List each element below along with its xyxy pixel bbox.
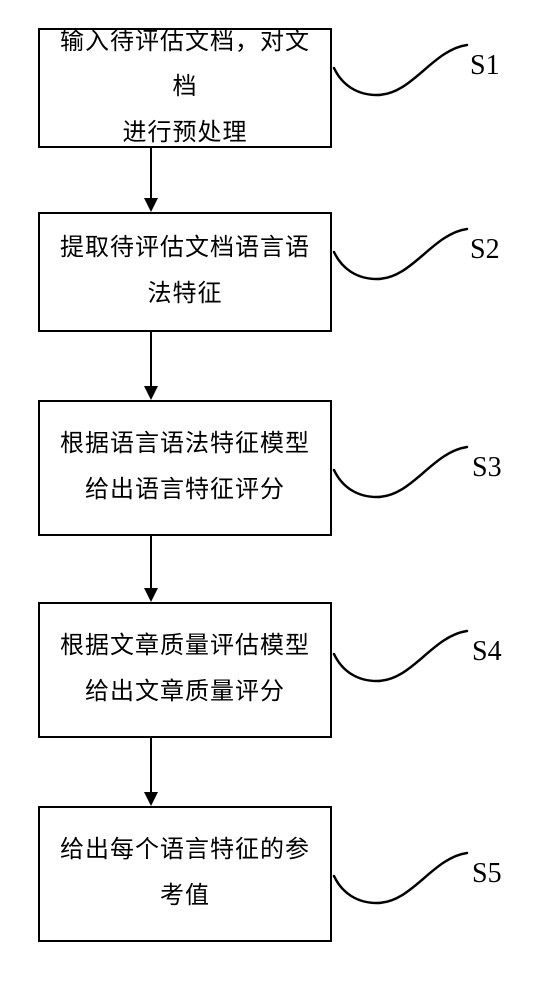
flow-box-s5: 给出每个语言特征的参考值	[38, 806, 332, 942]
arrow-head-s3-s4	[144, 588, 158, 602]
callout-curve-s5	[332, 848, 472, 918]
flow-text-line2-s3: 给出语言特征评分	[60, 468, 310, 514]
flow-text-line1-s1: 输入待评估文档，对文档	[54, 20, 316, 111]
step-label-s1: S1	[470, 50, 500, 82]
callout-curve-s4	[332, 626, 472, 696]
arrow-head-s1-s2	[144, 198, 158, 212]
callout-curve-s3	[332, 442, 472, 512]
step-label-s5: S5	[472, 858, 502, 890]
arrow-head-s4-s5	[144, 792, 158, 806]
flow-box-s1: 输入待评估文档，对文档进行预处理	[38, 28, 332, 148]
callout-curve-s2	[332, 224, 472, 294]
flow-text-line2-s4: 给出文章质量评分	[60, 670, 310, 716]
arrow-head-s2-s3	[144, 386, 158, 400]
flow-box-s2: 提取待评估文档语言语法特征	[38, 212, 332, 332]
flow-box-s4: 根据文章质量评估模型给出文章质量评分	[38, 602, 332, 738]
step-label-s4: S4	[472, 636, 502, 668]
flow-text-line2-s5: 考值	[60, 874, 310, 920]
flow-text-s1: 输入待评估文档，对文档进行预处理	[54, 20, 316, 157]
callout-curve-s1	[332, 40, 472, 110]
flow-text-line1-s2: 提取待评估文档语言语	[60, 226, 310, 272]
flow-text-line1-s4: 根据文章质量评估模型	[60, 624, 310, 670]
flow-box-s3: 根据语言语法特征模型给出语言特征评分	[38, 400, 332, 536]
flow-text-s2: 提取待评估文档语言语法特征	[60, 226, 310, 317]
connector-s3-s4	[150, 536, 152, 590]
flow-text-line1-s5: 给出每个语言特征的参	[60, 828, 310, 874]
connector-s4-s5	[150, 738, 152, 794]
flow-text-line1-s3: 根据语言语法特征模型	[60, 422, 310, 468]
connector-s1-s2	[150, 148, 152, 200]
flow-text-line2-s1: 进行预处理	[54, 111, 316, 157]
flow-text-s4: 根据文章质量评估模型给出文章质量评分	[60, 624, 310, 715]
flow-text-line2-s2: 法特征	[60, 272, 310, 318]
connector-s2-s3	[150, 332, 152, 388]
step-label-s3: S3	[472, 452, 502, 484]
flow-text-s5: 给出每个语言特征的参考值	[60, 828, 310, 919]
step-label-s2: S2	[470, 234, 500, 266]
flow-text-s3: 根据语言语法特征模型给出语言特征评分	[60, 422, 310, 513]
